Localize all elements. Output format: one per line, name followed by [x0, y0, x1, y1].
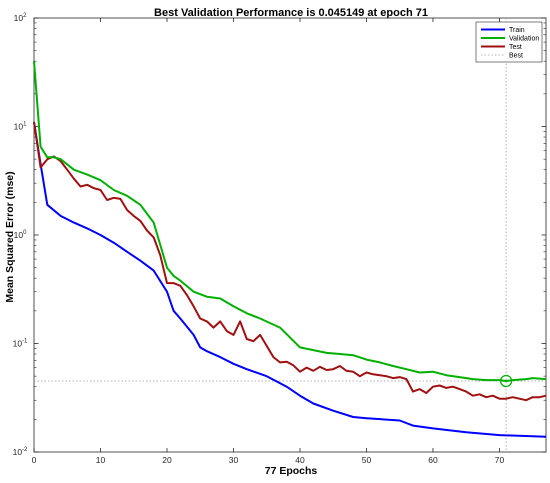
x-tick-label: 70	[495, 455, 505, 465]
x-tick-label: 0	[32, 455, 37, 465]
plot-area: 0 10 20 30 40 50 60 70 10-2 10-1 100 101 102 Train Val…	[13, 13, 547, 465]
best-marker	[499, 374, 513, 388]
y-tick-label: 10-2	[13, 447, 28, 457]
y-tick-label: 100	[14, 230, 27, 240]
legend-label-train: Train	[509, 27, 525, 34]
series-line-test	[33, 121, 547, 402]
y-tick-label: 10-1	[13, 339, 28, 349]
x-axis-label: 77 Epochs	[265, 465, 318, 477]
chart-title: Best Validation Performance is 0.045149 …	[154, 7, 428, 19]
plot-frame	[33, 17, 547, 453]
x-tick-label: 50	[362, 455, 372, 465]
series-line-validation	[33, 61, 547, 382]
y-tick-label: 101	[14, 122, 27, 132]
y-axis-label: Mean Squared Error (mse)	[4, 171, 16, 302]
y-tick-label: 102	[14, 13, 27, 23]
x-tick-label: 60	[428, 455, 438, 465]
legend-label-test: Test	[509, 44, 522, 51]
x-tick-label: 20	[162, 455, 172, 465]
legend-label-validation: Validation	[509, 36, 539, 43]
x-tick-label: 30	[229, 455, 239, 465]
x-tick-label: 10	[96, 455, 106, 465]
series-line-train	[33, 121, 547, 438]
legend-label-best: Best	[509, 53, 523, 60]
x-tick-label: 40	[295, 455, 305, 465]
